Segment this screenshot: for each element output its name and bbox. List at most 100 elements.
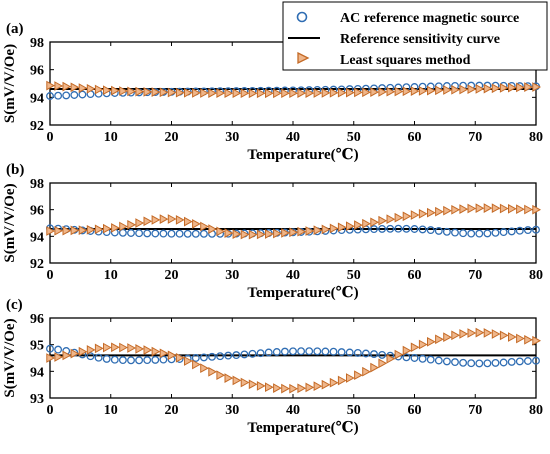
data-point — [508, 203, 517, 214]
data-point — [532, 335, 542, 346]
data-point — [184, 216, 193, 227]
x-tick-label: 0 — [47, 130, 54, 145]
data-point — [281, 88, 290, 99]
data-point — [232, 88, 242, 99]
data-point — [459, 358, 468, 367]
data-point — [191, 229, 200, 238]
data-point — [475, 327, 485, 338]
x-tick-label: 30 — [225, 268, 239, 283]
data-point — [354, 87, 363, 98]
data-point — [361, 349, 370, 358]
data-point — [523, 357, 532, 365]
x-tick-label: 60 — [408, 130, 422, 145]
data-point — [256, 88, 266, 99]
data-point — [515, 357, 524, 366]
data-point — [46, 353, 56, 363]
data-point — [94, 84, 104, 95]
data-point — [184, 356, 193, 366]
data-point — [256, 381, 266, 391]
series-lsm — [46, 80, 542, 99]
data-point — [297, 88, 307, 98]
data-point — [532, 204, 542, 215]
data-point — [224, 228, 234, 238]
data-point — [240, 88, 250, 99]
x-tick-label: 70 — [468, 403, 482, 418]
data-point — [354, 220, 363, 230]
data-point — [240, 377, 250, 388]
data-point — [499, 83, 509, 93]
data-point — [508, 82, 517, 93]
data-point — [337, 87, 347, 98]
data-point — [280, 347, 289, 356]
data-point — [483, 203, 493, 213]
data-point — [410, 86, 420, 96]
data-point — [151, 229, 160, 238]
x-tick-label: 20 — [165, 403, 179, 418]
data-point — [175, 215, 185, 225]
data-point — [362, 87, 371, 98]
data-point — [467, 84, 477, 95]
data-point — [167, 214, 177, 224]
data-point — [103, 223, 112, 234]
panels: 0 10 20 30 40 50 60 70 80 92 94 96 98 Temperature(℃) S… — [2, 21, 543, 436]
y-axis-label: S(mV/V/Oe) — [2, 183, 18, 262]
data-point — [143, 229, 152, 238]
panel-label: (b) — [6, 162, 24, 178]
y-tick-label: 92 — [30, 119, 44, 134]
data-point — [208, 224, 218, 234]
data-point — [313, 88, 323, 98]
data-point — [475, 229, 484, 238]
x-tick-label: 60 — [408, 268, 422, 283]
data-point — [515, 226, 524, 235]
x-tick-label: 80 — [529, 130, 543, 145]
data-point — [167, 87, 177, 98]
data-point — [103, 85, 112, 96]
data-point — [508, 332, 517, 342]
data-point — [418, 208, 428, 219]
data-point — [264, 348, 273, 357]
data-point — [410, 210, 420, 220]
data-point — [378, 87, 388, 97]
data-point — [78, 346, 88, 357]
data-point — [127, 343, 137, 353]
data-point — [313, 347, 322, 356]
data-point — [386, 353, 396, 364]
data-point — [135, 86, 145, 97]
data-point — [370, 350, 378, 359]
data-point — [483, 328, 493, 338]
data-point — [483, 83, 493, 94]
data-point — [491, 358, 500, 367]
data-point — [483, 229, 492, 238]
data-point — [248, 229, 258, 240]
x-tick-label: 40 — [286, 268, 300, 283]
data-point — [289, 227, 299, 238]
data-point — [426, 226, 435, 235]
data-point — [110, 355, 119, 364]
data-point — [265, 88, 274, 99]
data-point — [370, 87, 380, 97]
data-point — [143, 356, 152, 365]
x-tick-label: 80 — [529, 268, 543, 283]
data-point — [475, 203, 485, 214]
data-point — [62, 350, 72, 361]
data-point — [54, 225, 64, 236]
data-point — [70, 82, 80, 93]
data-point — [378, 215, 388, 226]
data-point — [516, 204, 525, 215]
data-point — [46, 92, 54, 100]
y-axis-label: S(mV/V/Oe) — [2, 44, 18, 123]
data-point — [111, 223, 120, 233]
data-point — [427, 336, 436, 347]
data-point — [483, 359, 492, 368]
x-tick-label: 10 — [104, 268, 118, 283]
legend-marker-triangle — [297, 51, 310, 65]
data-point — [442, 227, 451, 236]
data-point — [507, 357, 516, 366]
data-point — [248, 379, 258, 390]
data-point — [370, 225, 378, 234]
data-point — [86, 345, 96, 355]
data-point — [200, 88, 209, 98]
legend-label-ac: AC reference magnetic source — [340, 11, 519, 26]
data-point — [321, 347, 330, 356]
